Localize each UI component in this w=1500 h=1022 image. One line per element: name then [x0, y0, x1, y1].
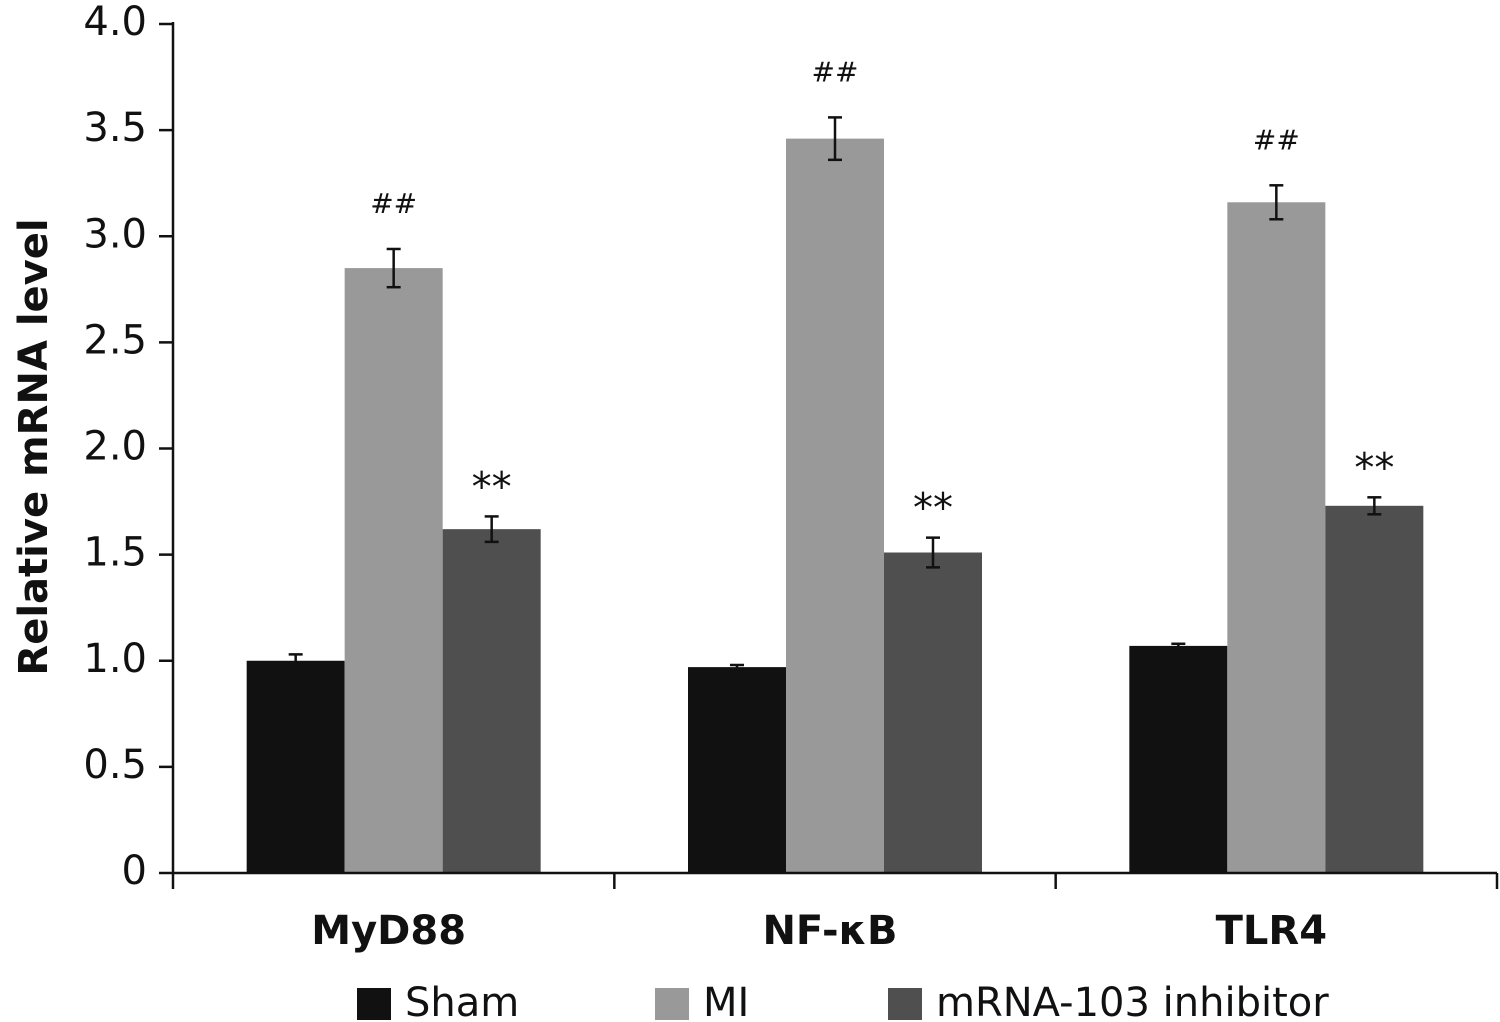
error-bar: [730, 663, 744, 671]
y-axis-label: Relative mRNA level: [11, 218, 57, 675]
legend-label: mRNA-103 inhibitor: [936, 980, 1329, 1022]
significance-marker: ##: [1253, 123, 1300, 156]
legend-label: Sham: [405, 980, 519, 1022]
y-tick-label: 3.0: [83, 211, 147, 257]
legend: Sham MI mRNA-103 inhibitor: [357, 980, 1329, 1022]
y-tick-label: 0: [122, 848, 147, 894]
significance-marker: **: [913, 486, 953, 532]
bar-nf-b-mi: [786, 138, 884, 874]
x-axis: MyD88 NF-κB TLR4: [311, 908, 1327, 954]
legend-item-sham: Sham: [357, 980, 519, 1022]
significance-annotations: ## ** ## ** ## **: [370, 55, 1394, 531]
y-tick-label: 0.5: [83, 742, 147, 788]
bar-tlr4-sham: [1129, 645, 1228, 873]
axes: [171, 22, 1499, 889]
bar-myd88-mrna-103-inhibitor: [442, 529, 541, 873]
error-bar: [1367, 496, 1382, 516]
bar-myd88-sham: [246, 660, 345, 873]
y-tick-label: 1.0: [83, 636, 147, 682]
error-bars: [288, 116, 1382, 671]
error-bar: [828, 116, 842, 162]
y-axis: 0 0.5 1.0 1.5 2.0 2.5 3.0 3.5 4.0: [83, 0, 173, 894]
significance-marker: ##: [812, 55, 859, 88]
bar-myd88-mi: [344, 268, 443, 873]
error-bar: [484, 515, 499, 544]
legend-swatch: [888, 988, 922, 1020]
y-tick-label: 4.0: [83, 0, 147, 45]
error-bar: [1269, 184, 1284, 221]
significance-marker: **: [1354, 445, 1394, 491]
y-tick-label: 2.0: [83, 424, 147, 470]
legend-item-mi: MI: [655, 980, 749, 1022]
bars: [246, 138, 1424, 874]
bar-nf-b-mrna-103-inhibitor: [884, 552, 982, 873]
category-label-nf-b: NF-κB: [762, 908, 897, 954]
y-tick-label: 1.5: [83, 530, 147, 576]
bar-tlr4-mi: [1227, 202, 1326, 874]
category-label-myd88: MyD88: [311, 908, 466, 954]
error-bar: [1171, 642, 1186, 650]
y-tick-label: 2.5: [83, 317, 147, 363]
legend-item-mrna-103-inhibitor: mRNA-103 inhibitor: [888, 980, 1329, 1022]
y-tick-label: 3.5: [83, 105, 147, 151]
significance-marker: ##: [370, 187, 417, 220]
error-bar: [386, 247, 401, 289]
bar-nf-b-sham: [688, 667, 786, 873]
error-bar: [288, 653, 303, 669]
legend-swatch: [357, 988, 391, 1020]
significance-marker: **: [472, 464, 512, 510]
bar-tlr4-mrna-103-inhibitor: [1325, 505, 1424, 873]
legend-swatch: [655, 988, 689, 1020]
error-bar: [926, 536, 940, 569]
category-label-tlr4: TLR4: [1216, 908, 1327, 954]
legend-label: MI: [703, 980, 749, 1022]
